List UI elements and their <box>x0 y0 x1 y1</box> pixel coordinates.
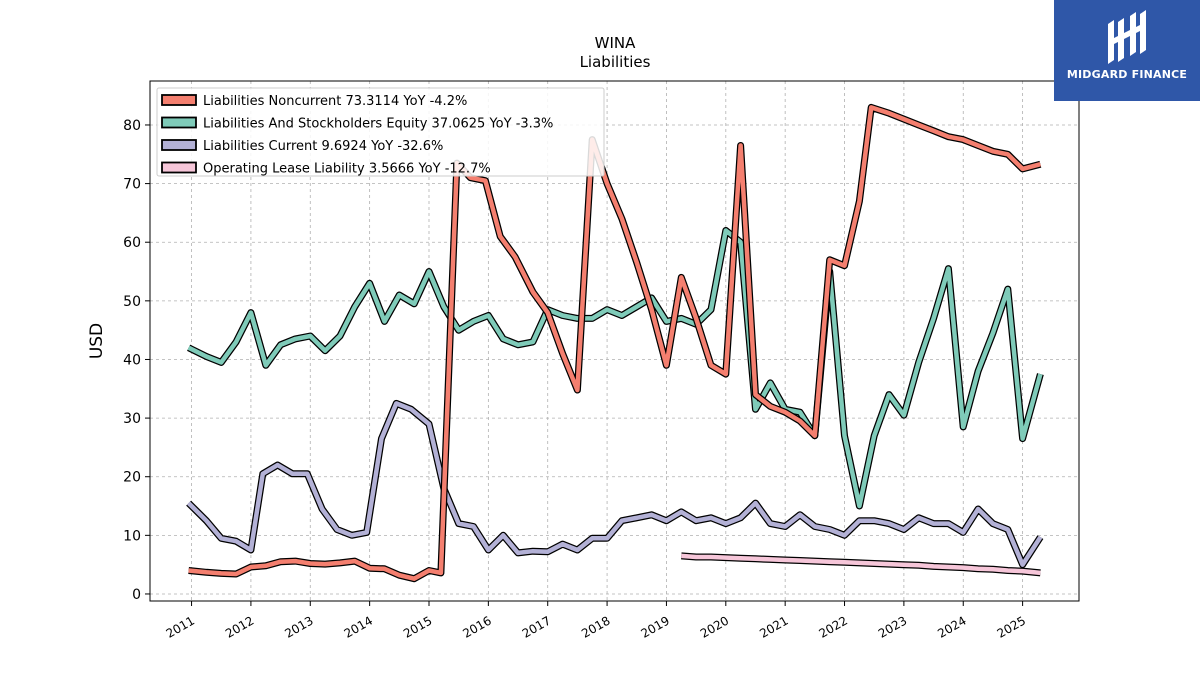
series-outline-2 <box>186 399 1044 569</box>
x-tick-label: 2015 <box>401 613 434 640</box>
x-tick-label: 2016 <box>460 613 493 640</box>
y-axis-label: USD <box>87 323 107 359</box>
x-tick-label: 2023 <box>876 613 909 640</box>
y-tick-label: 0 <box>132 587 141 603</box>
series-line-0 <box>188 105 1041 581</box>
x-tick-label: 2012 <box>223 613 256 640</box>
legend: Liabilities Noncurrent 73.3114 YoY -4.2%… <box>156 87 605 177</box>
legend-entry-2: Liabilities Current 9.6924 YoY -32.6% <box>203 139 443 154</box>
x-tick-label: 2021 <box>757 613 790 640</box>
series-line-3 <box>681 553 1041 576</box>
legend-entry-1: Liabilities And Stockholders Equity 37.0… <box>203 117 553 132</box>
x-tick-label: 2020 <box>698 613 731 640</box>
legend-swatch-2 <box>161 139 197 151</box>
series-line-2 <box>187 401 1043 567</box>
x-tick-label: 2024 <box>935 613 968 640</box>
chart-subtitle: Liabilities <box>580 53 651 71</box>
y-tick-label: 10 <box>123 528 141 544</box>
y-tick-label: 50 <box>123 294 141 310</box>
plot-frame <box>149 80 1080 602</box>
x-tick-label: 2018 <box>579 613 612 640</box>
x-tick-label: 2014 <box>342 613 375 640</box>
legend-entry-3: Operating Lease Liability 3.5666 YoY -12… <box>203 162 491 177</box>
legend-entry-0: Liabilities Noncurrent 73.3114 YoY -4.2% <box>203 94 467 109</box>
legend-swatch-1 <box>161 116 197 129</box>
y-axis: 0 10 20 30 40 50 60 70 80 <box>123 118 150 603</box>
x-tick-label: 2017 <box>520 613 553 640</box>
series-outline-1 <box>187 227 1044 510</box>
x-axis: 2011 2012 2013 2014 2015 2016 2017 2018 2019 2020… <box>164 601 1028 641</box>
x-tick-label: 2013 <box>282 613 315 640</box>
y-tick-label: 60 <box>123 235 141 251</box>
y-tick-label: 30 <box>123 411 141 427</box>
x-tick-label: 2011 <box>164 613 197 640</box>
y-tick-label: 70 <box>123 177 141 193</box>
legend-swatch-3 <box>161 161 197 174</box>
x-tick-label: 2025 <box>995 613 1028 640</box>
x-tick-label: 2019 <box>638 613 671 640</box>
x-tick-label: 2022 <box>817 613 850 640</box>
midgard-finance-logo: MIDGARD FINANCE <box>1054 0 1200 101</box>
logo-mark-icon <box>1108 10 1146 64</box>
logo-text: MIDGARD FINANCE <box>1066 68 1188 81</box>
y-tick-label: 20 <box>123 470 141 486</box>
y-tick-label: 80 <box>123 118 141 134</box>
series-line-1 <box>187 228 1043 509</box>
chart-title: WINA <box>595 34 636 52</box>
legend-box <box>156 87 605 177</box>
y-tick-label: 40 <box>123 352 141 368</box>
series-lines <box>186 103 1044 583</box>
legend-swatch-0 <box>161 94 197 106</box>
